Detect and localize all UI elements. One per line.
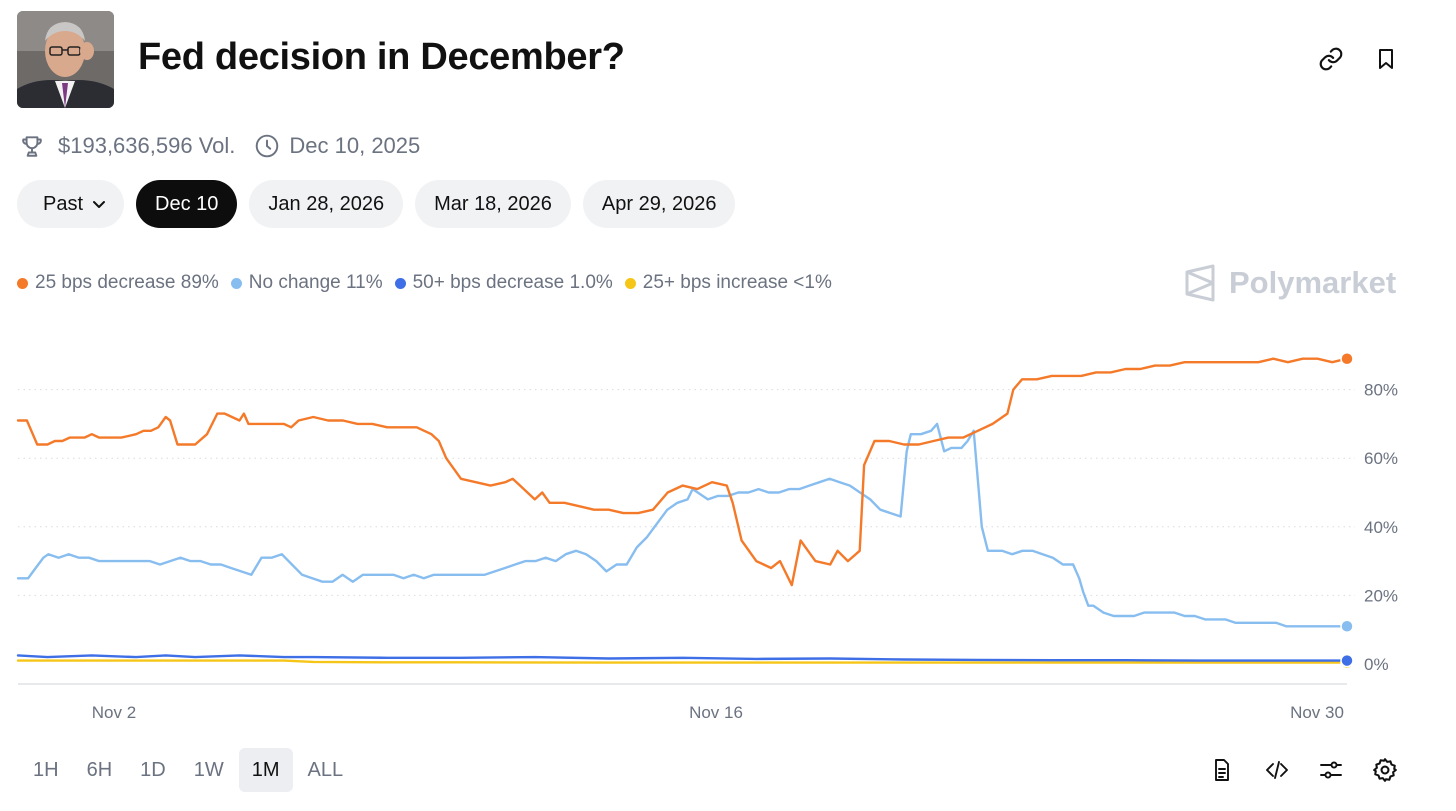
date-pill-apr-29[interactable]: Apr 29, 2026	[582, 180, 736, 228]
legend-dot	[230, 277, 242, 289]
settings-icon[interactable]	[1370, 755, 1400, 785]
clock-icon	[253, 132, 281, 160]
x-tick-label: Nov 2	[92, 703, 136, 722]
x-tick-label: Nov 16	[689, 703, 743, 722]
polymarket-logo: Polymarket	[1183, 262, 1396, 304]
series-end-point	[1340, 619, 1354, 634]
legend-item: 50+ bps decrease 1.0%	[394, 272, 613, 294]
x-tick-label: Nov 30	[1290, 703, 1344, 722]
range-1h[interactable]: 1H	[33, 758, 59, 781]
past-label: Past	[43, 192, 84, 215]
range-all[interactable]: ALL	[307, 758, 344, 781]
past-dropdown[interactable]: Past	[17, 180, 125, 228]
chevron-down-icon	[91, 196, 107, 212]
volume-text: $193,636,596 Vol.	[58, 133, 236, 158]
time-range-bar: 1H 6H 1D 1W 1M ALL	[20, 748, 356, 792]
legend-label: 25 bps decrease 89%	[35, 272, 219, 293]
page-title: Fed decision in December?	[138, 36, 625, 78]
range-1m[interactable]: 1M	[238, 748, 293, 792]
y-tick-label: 20%	[1364, 586, 1398, 605]
legend-item: 25+ bps increase <1%	[624, 272, 832, 294]
legend-label: 50+ bps decrease 1.0%	[412, 272, 613, 293]
sliders-icon[interactable]	[1316, 755, 1346, 785]
legend-label: No change 11%	[248, 272, 383, 293]
series-line-25-bps-decrease	[16, 357, 1349, 587]
legend-dot	[17, 277, 28, 289]
legend-item: No change 11%	[230, 272, 383, 294]
series-line-25-bps-increase	[16, 659, 1349, 664]
series-end-point	[1340, 351, 1354, 366]
y-tick-label: 80%	[1364, 381, 1398, 400]
market-avatar	[17, 11, 114, 108]
code-icon[interactable]	[1262, 755, 1292, 785]
avatar-image	[17, 11, 114, 108]
legend-dot	[394, 277, 406, 289]
polymarket-logo-icon	[1185, 264, 1215, 302]
series-line-50-bps-decrease	[16, 654, 1349, 662]
chart-legend: 25 bps decrease 89% No change 11% 50+ bp…	[17, 270, 844, 296]
y-tick-label: 40%	[1364, 518, 1398, 537]
y-tick-label: 0%	[1364, 655, 1389, 674]
date-pill-mar-18[interactable]: Mar 18, 2026	[415, 180, 571, 228]
brand-name: Polymarket	[1229, 265, 1397, 300]
date-pill-jan-28[interactable]: Jan 28, 2026	[249, 180, 404, 228]
range-6h[interactable]: 6H	[86, 758, 113, 781]
trophy-icon	[18, 132, 46, 160]
bookmark-icon[interactable]	[1370, 43, 1402, 75]
probability-chart[interactable]: 0% 20% 40% 60% 80% Nov 2 Nov 16 Nov 30	[0, 320, 1456, 730]
series-line-no-change	[16, 422, 1349, 628]
document-icon[interactable]	[1207, 755, 1237, 785]
market-meta: $193,636,596 Vol. Dec 10, 2025	[18, 130, 420, 162]
legend-item: 25 bps decrease 89%	[17, 272, 219, 294]
range-1w[interactable]: 1W	[193, 758, 224, 781]
legend-label: 25+ bps increase <1%	[642, 272, 832, 293]
y-tick-label: 60%	[1364, 449, 1398, 468]
range-1d[interactable]: 1D	[140, 758, 166, 781]
date-filter-bar: Past Dec 10 Jan 28, 2026 Mar 18, 2026 Ap…	[17, 180, 736, 228]
series-end-point	[1340, 653, 1354, 668]
legend-dot	[624, 277, 636, 289]
link-icon[interactable]	[1315, 43, 1347, 75]
end-date-text: Dec 10, 2025	[289, 133, 421, 158]
date-pill-dec-10[interactable]: Dec 10	[136, 180, 238, 228]
